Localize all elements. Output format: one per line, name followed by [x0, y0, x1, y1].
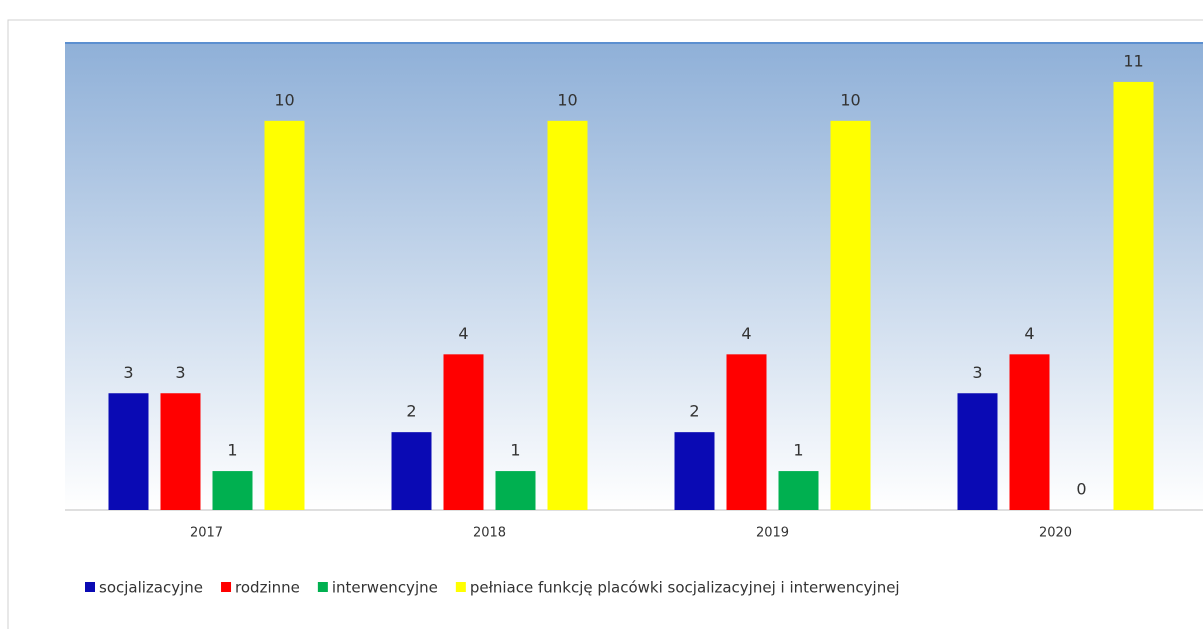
- data-label: 3: [972, 363, 982, 382]
- legend-swatch: [85, 582, 95, 592]
- bar: [830, 120, 871, 510]
- data-label: 1: [510, 441, 520, 460]
- data-label: 3: [175, 363, 185, 382]
- legend-label: rodzinne: [235, 579, 300, 597]
- bar: [1009, 354, 1050, 510]
- data-label: 0: [1076, 480, 1086, 499]
- bar: [443, 354, 484, 510]
- legend-label: socjalizacyjne: [99, 579, 203, 597]
- x-tick-label: 2019: [756, 526, 789, 541]
- data-label: 10: [557, 90, 577, 109]
- bar: [495, 471, 536, 510]
- x-tick-label: 2020: [1039, 526, 1072, 541]
- bar: [547, 120, 588, 510]
- legend-label: interwencyjne: [332, 579, 438, 597]
- chart-frame: [7, 19, 1203, 629]
- bar: [957, 393, 998, 510]
- bar: [674, 432, 715, 510]
- bar: [778, 471, 819, 510]
- data-label: 10: [274, 90, 294, 109]
- data-label: 2: [406, 402, 416, 421]
- data-label: 3: [123, 363, 133, 382]
- bar: [391, 432, 432, 510]
- data-label: 4: [458, 324, 468, 343]
- legend-label: pełniace funkcję placówki socjalizacyjne…: [470, 579, 900, 597]
- bar: [726, 354, 767, 510]
- legend-swatch: [221, 582, 232, 592]
- x-tick-label: 2017: [190, 526, 223, 541]
- x-tick-label: 2018: [473, 526, 506, 541]
- data-label: 4: [741, 324, 751, 343]
- bar: [264, 120, 305, 510]
- legend-swatch: [317, 582, 328, 592]
- data-label: 4: [1024, 324, 1034, 343]
- data-label: 2: [689, 402, 699, 421]
- legend-swatch: [455, 582, 466, 592]
- data-label: 11: [1123, 51, 1143, 70]
- bar: [212, 471, 253, 510]
- data-label: 1: [227, 441, 237, 460]
- data-label: 10: [840, 90, 860, 109]
- bar: [108, 393, 149, 510]
- data-label: 1: [793, 441, 803, 460]
- bar: [160, 393, 201, 510]
- bar: [1113, 81, 1154, 511]
